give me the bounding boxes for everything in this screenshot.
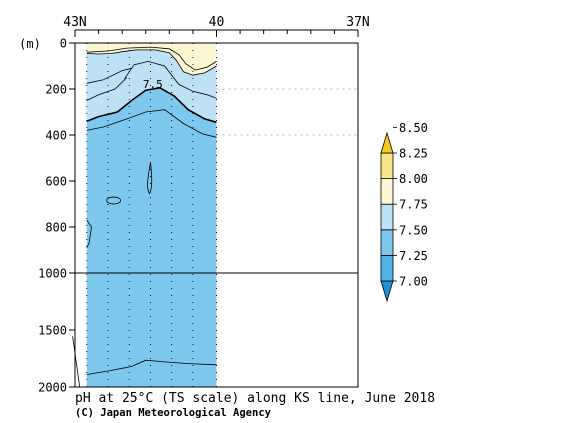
contour-7.45 — [86, 109, 217, 138]
x-tick-label: 37N — [346, 15, 369, 30]
contour-loop-small — [106, 196, 122, 205]
contour-label: 7.5 — [143, 78, 163, 91]
colorbar-label: 7.75 — [399, 198, 428, 212]
colorbar-label: 7.25 — [399, 249, 428, 263]
y-tick-label: 400 — [45, 129, 67, 143]
colorbar-label: 7.00 — [399, 275, 428, 289]
colorbar-arrow-high — [380, 131, 394, 154]
contour-edge-west — [86, 219, 92, 248]
contour-loop-mid — [147, 162, 153, 195]
colorbar-label: 7.50 — [399, 223, 428, 237]
x-tick-label: 40 — [209, 15, 225, 30]
colorbar-label: 8.50 — [399, 121, 428, 135]
colorbar-band — [380, 152, 394, 180]
y-tick-label: 800 — [45, 221, 67, 235]
colorbar-band — [380, 254, 394, 282]
colorbar-label: 8.25 — [399, 147, 428, 161]
y-tick-label: 200 — [45, 83, 67, 97]
chart-title: pH at 25°C (TS scale) along KS line, Jun… — [75, 391, 436, 406]
agency-credit: (C) Japan Meteorological Agency — [75, 407, 271, 419]
colorbar-band — [380, 229, 394, 256]
y-tick-label: 1500 — [38, 324, 67, 338]
contour-7.70-west — [86, 67, 132, 84]
fill-above-7.75 — [86, 43, 217, 76]
y-unit-label: (m) — [19, 37, 41, 51]
contour-7.625-inner — [124, 60, 217, 99]
y-tick-label: 1000 — [38, 267, 67, 281]
y-tick-label: 2000 — [38, 381, 67, 395]
colorbar-arrow-low — [380, 280, 394, 303]
y-tick-label: 600 — [45, 175, 67, 189]
plot-frame — [74, 42, 359, 388]
contour-coastal — [72, 336, 81, 388]
colorbar-band — [380, 203, 394, 231]
contour-deep — [86, 359, 217, 375]
contour-7.50 — [86, 86, 217, 124]
contour-7.875 — [86, 46, 217, 71]
colorbar-label: 8.00 — [399, 172, 428, 186]
y-tick-label: 0 — [60, 37, 67, 51]
x-tick-label: 43N — [63, 15, 86, 30]
contour-7.625-west — [86, 77, 128, 101]
contour-7.75 — [86, 49, 217, 76]
colorbar-band — [380, 178, 394, 205]
